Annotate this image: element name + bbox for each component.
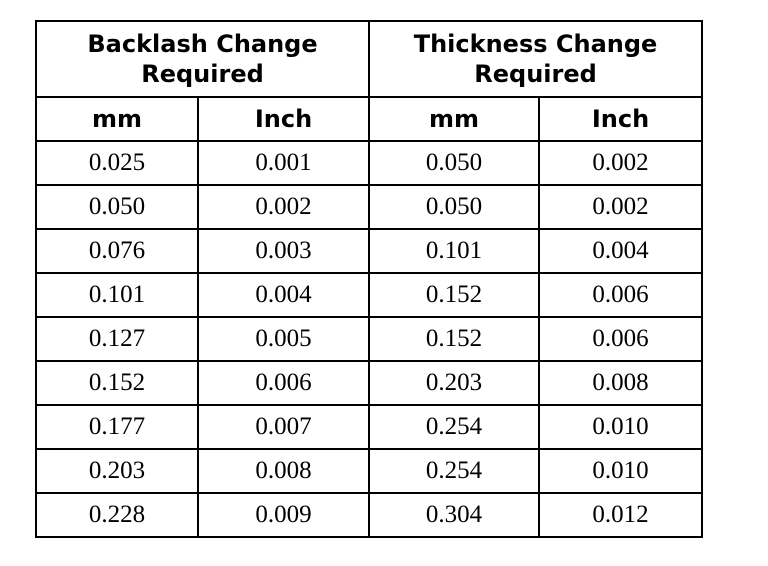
backlash-mm-cell: 0.050 xyxy=(35,184,199,230)
backlash-thickness-table-container: Backlash Change Required Thickness Chang… xyxy=(34,20,704,538)
backlash-change-header-line1: Backlash Change xyxy=(87,30,318,58)
thickness-mm-cell: 0.304 xyxy=(368,492,541,538)
table-row: 0.228 0.009 0.304 0.012 xyxy=(35,492,704,538)
thickness-mm-cell: 0.203 xyxy=(368,360,541,406)
backlash-inch-cell: 0.006 xyxy=(196,360,371,406)
backlash-inch-cell: 0.009 xyxy=(196,492,371,538)
thickness-inch-cell: 0.002 xyxy=(538,184,704,230)
thickness-inch-cell: 0.010 xyxy=(538,448,704,494)
thickness-inch-cell: 0.004 xyxy=(538,228,704,274)
thickness-mm-cell: 0.101 xyxy=(368,228,541,274)
backlash-mm-cell: 0.076 xyxy=(35,228,199,274)
backlash-inch-cell: 0.007 xyxy=(196,404,371,450)
backlash-thickness-table: Backlash Change Required Thickness Chang… xyxy=(34,20,704,538)
table-row: 0.050 0.002 0.050 0.002 xyxy=(35,184,704,230)
backlash-inch-cell: 0.003 xyxy=(196,228,371,274)
backlash-inch-cell: 0.005 xyxy=(196,316,371,362)
backlash-inch-cell: 0.004 xyxy=(196,272,371,318)
thickness-mm-cell: 0.254 xyxy=(368,448,541,494)
thickness-inch-header: Inch xyxy=(538,96,704,142)
backlash-inch-cell: 0.002 xyxy=(196,184,371,230)
thickness-inch-cell: 0.006 xyxy=(538,272,704,318)
table-row: 0.101 0.004 0.152 0.006 xyxy=(35,272,704,318)
table-row: 0.177 0.007 0.254 0.010 xyxy=(35,404,704,450)
thickness-change-header-line1: Thickness Change xyxy=(413,30,658,58)
backlash-mm-cell: 0.203 xyxy=(35,448,199,494)
thickness-mm-cell: 0.254 xyxy=(368,404,541,450)
unit-header-row: mm Inch mm Inch xyxy=(35,96,704,142)
backlash-mm-cell: 0.127 xyxy=(35,316,199,362)
thickness-inch-cell: 0.002 xyxy=(538,140,704,186)
backlash-inch-cell: 0.001 xyxy=(196,140,371,186)
backlash-mm-cell: 0.101 xyxy=(35,272,199,318)
backlash-mm-cell: 0.228 xyxy=(35,492,199,538)
thickness-mm-cell: 0.050 xyxy=(368,184,541,230)
backlash-inch-header: Inch xyxy=(196,96,371,142)
table-row: 0.152 0.006 0.203 0.008 xyxy=(35,360,704,406)
thickness-change-header: Thickness Change Required xyxy=(368,20,704,98)
table-body: 0.025 0.001 0.050 0.002 0.050 0.002 0.05… xyxy=(35,140,704,538)
thickness-change-header-line2: Required xyxy=(474,60,597,88)
thickness-inch-cell: 0.006 xyxy=(538,316,704,362)
group-header-row: Backlash Change Required Thickness Chang… xyxy=(34,20,704,98)
backlash-change-header: Backlash Change Required xyxy=(34,20,371,98)
backlash-mm-cell: 0.152 xyxy=(35,360,199,406)
thickness-mm-cell: 0.152 xyxy=(368,316,541,362)
backlash-change-header-line2: Required xyxy=(141,60,264,88)
thickness-mm-cell: 0.050 xyxy=(368,140,541,186)
backlash-mm-header: mm xyxy=(35,96,199,142)
thickness-inch-cell: 0.010 xyxy=(538,404,704,450)
table-row: 0.025 0.001 0.050 0.002 xyxy=(35,140,704,186)
thickness-inch-cell: 0.008 xyxy=(538,360,704,406)
thickness-inch-cell: 0.012 xyxy=(538,492,704,538)
backlash-mm-cell: 0.177 xyxy=(35,404,199,450)
thickness-mm-cell: 0.152 xyxy=(368,272,541,318)
thickness-mm-header: mm xyxy=(368,96,541,142)
backlash-mm-cell: 0.025 xyxy=(35,140,199,186)
table-row: 0.203 0.008 0.254 0.010 xyxy=(35,448,704,494)
table-row: 0.127 0.005 0.152 0.006 xyxy=(35,316,704,362)
backlash-inch-cell: 0.008 xyxy=(196,448,371,494)
table-row: 0.076 0.003 0.101 0.004 xyxy=(35,228,704,274)
